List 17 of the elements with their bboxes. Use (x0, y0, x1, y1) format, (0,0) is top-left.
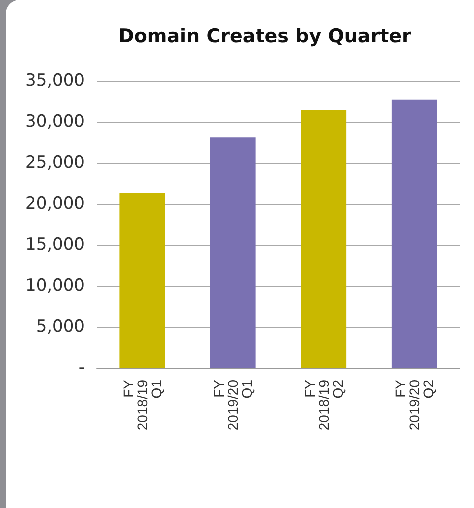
x-tick-label: FY 2019/20 Q1 (211, 379, 256, 431)
y-tick-label: 25,000 (26, 153, 85, 173)
x-tick-label: FY 2018/19 Q2 (302, 379, 346, 431)
y-tick-label: 30,000 (26, 112, 85, 132)
bar (120, 193, 166, 368)
y-tick-label: 5,000 (36, 317, 85, 337)
bar (210, 138, 256, 368)
y-tick-label: - (78, 358, 85, 378)
x-tick-label: FY 2018/19 Q1 (120, 379, 164, 431)
x-tick-label: FY 2019/20 Q2 (392, 379, 437, 431)
chart-title: Domain Creates by Quarter (118, 26, 412, 48)
y-tick-label: 20,000 (26, 194, 85, 214)
y-tick-label: 35,000 (26, 71, 85, 91)
y-tick-label: 15,000 (26, 235, 85, 255)
bar (301, 110, 347, 368)
bar (392, 100, 438, 368)
y-tick-label: 10,000 (26, 276, 85, 296)
